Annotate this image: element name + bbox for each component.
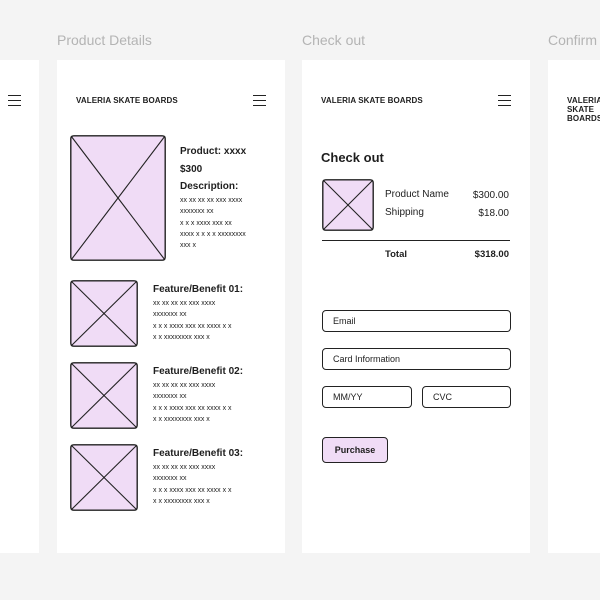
feature-text: xx xx xx xx xxx xxxx xxxxxxx xx x x x xx… xyxy=(153,382,232,423)
menu-icon[interactable] xyxy=(498,95,511,106)
product-price: $300 xyxy=(180,164,203,175)
cvc-field[interactable]: CVC xyxy=(422,386,511,408)
previous-screen-panel xyxy=(0,60,39,553)
menu-icon[interactable] xyxy=(253,95,266,106)
product-image-placeholder xyxy=(70,135,166,261)
expiry-field[interactable]: MM/YY xyxy=(322,386,412,408)
card-information-field[interactable]: Card Information xyxy=(322,348,511,370)
shipping-label: Shipping xyxy=(385,207,424,218)
feature-title: Feature/Benefit 01: xyxy=(153,284,244,295)
feature-image-placeholder xyxy=(70,280,138,347)
feature-image-placeholder xyxy=(70,362,138,429)
total-divider xyxy=(322,240,510,242)
menu-icon[interactable] xyxy=(8,95,21,106)
checkout-title: Check out xyxy=(321,150,384,165)
shipping-price-value: $18.00 xyxy=(478,208,509,219)
feature-title: Feature/Benefit 02: xyxy=(153,366,244,377)
feature-text: xx xx xx xx xxx xxxx xxxxxxx xx x x x xx… xyxy=(153,464,232,505)
feature-title: Feature/Benefit 03: xyxy=(153,448,244,459)
feature-image-placeholder xyxy=(70,444,138,511)
product-name-label: Product Name xyxy=(385,189,449,200)
checkout-panel xyxy=(302,60,530,553)
brand-logo[interactable]: VALERIA SKATE BOARDS xyxy=(567,96,600,123)
feature-text: xx xx xx xx xxx xxxx xxxxxxx xx x x x xx… xyxy=(153,300,232,341)
frame-title-checkout: Check out xyxy=(302,32,366,48)
cart-item-image-placeholder xyxy=(322,179,374,231)
total-price-value: $318.00 xyxy=(474,249,509,260)
description-text: xx xx xx xx xxx xxxx xxxxxxx xx x x x xx… xyxy=(180,197,246,250)
product-price-value: $300.00 xyxy=(472,190,509,201)
product-name: Product: xxxx xyxy=(180,146,247,157)
purchase-button[interactable]: Purchase xyxy=(322,437,388,463)
total-label: Total xyxy=(385,249,407,260)
brand-logo[interactable]: VALERIA SKATE BOARDS xyxy=(321,96,423,105)
confirmation-panel xyxy=(548,60,600,553)
email-field[interactable]: Email xyxy=(322,310,511,332)
frame-title-confirmation: Confirm xyxy=(548,32,598,48)
description-label: Description: xyxy=(180,181,239,192)
brand-logo[interactable]: VALERIA SKATE BOARDS xyxy=(76,96,178,105)
frame-title-product-details: Product Details xyxy=(57,32,152,48)
